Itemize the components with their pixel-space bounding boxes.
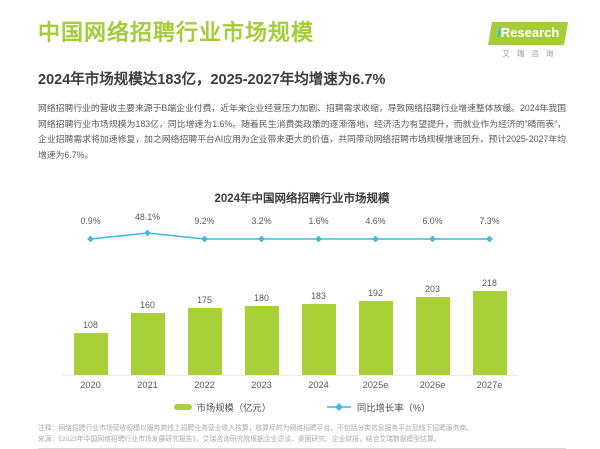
bar-series-swatch-icon: [173, 403, 192, 410]
growth-label-row: 0.9% 48.1% 9.2% 3.2% 1.6% 4.6% 6.0% 7.3%: [62, 212, 518, 226]
page-title: 中国网络招聘行业市场规模: [38, 20, 315, 45]
x-axis-row: 2020 2021 2022 2023 2024 2025e 2026e 2027e: [62, 374, 518, 390]
bar-column-2026e: 203: [404, 284, 461, 375]
bar-column-2027e: 218: [461, 278, 518, 375]
bar-value-label-2024: 183: [311, 290, 326, 301]
legend-item-growth-rate: 同比增长率（%）: [326, 400, 430, 414]
bar-column-2020: 108: [62, 320, 119, 375]
growth-line-svg: [87, 229, 493, 243]
bar-2023: [244, 305, 279, 375]
growth-line-strip: [62, 227, 518, 247]
bar-2021: [130, 312, 165, 375]
line-series-swatch-icon: [327, 402, 352, 411]
growth-label-2020: 0.9%: [80, 215, 101, 226]
growth-label-2023: 3.2%: [251, 215, 272, 226]
growth-label-2022: 9.2%: [194, 215, 215, 226]
x-axis-label-2022: 2022: [194, 379, 215, 390]
iresearch-logo-text: iResearch: [497, 25, 559, 40]
footnotes: 注释：网络招聘行业市场营收规模以服务商线上招聘业务营业收入核算，核算标的为网络招…: [38, 423, 566, 449]
x-axis-label-2024: 2024: [308, 379, 329, 390]
chart-title: 2024年中国网络招聘行业市场规模: [214, 192, 390, 205]
legend-label-growth-rate: 同比增长率（%）: [357, 402, 431, 413]
bar-value-label-2025e: 192: [368, 287, 383, 298]
note-line: 注释：网络招聘行业市场营收规模以服务商线上招聘业务营业收入核算，核算标的为网络招…: [38, 424, 473, 432]
bar-value-label-2021: 160: [140, 299, 155, 310]
growth-point-2025e: [372, 235, 379, 243]
bar-column-2022: 175: [176, 295, 233, 375]
x-axis-label-2025e: 2025e: [362, 379, 389, 390]
bar-2027e: [472, 290, 507, 375]
bar-column-2024: 183: [290, 291, 347, 375]
iresearch-logo-mark: iResearch: [487, 22, 569, 45]
bar-2020: [73, 332, 108, 375]
bar-value-label-2020: 108: [83, 319, 98, 330]
bar-value-label-2026e: 203: [425, 283, 440, 294]
x-axis-label-2026e: 2026e: [419, 379, 446, 390]
growth-point-2024: [315, 235, 322, 243]
growth-label-2027e: 7.3%: [479, 215, 500, 226]
x-axis-label-2027e: 2027e: [476, 379, 503, 390]
iresearch-logo-chinese: 艾瑞咨询: [502, 49, 561, 58]
growth-line-path: [90, 231, 490, 240]
growth-label-2024: 1.6%: [308, 215, 329, 226]
logo-research-text: Research: [500, 25, 560, 40]
header: 中国网络招聘行业市场规模 iResearch 艾瑞咨询: [38, 20, 569, 59]
bar-2024: [301, 303, 336, 375]
chart-legend: 市场规模（亿元） 同比增长率（%）: [38, 400, 566, 414]
legend-item-market-size: 市场规模（亿元）: [173, 400, 272, 414]
growth-label-2025e: 4.6%: [365, 215, 386, 226]
page-subtitle: 2024年市场规模达183亿，2025-2027年均增速为6.7%: [38, 72, 386, 88]
growth-label-2026e: 6.0%: [422, 215, 443, 226]
legend-label-market-size: 市场规模（亿元）: [196, 402, 272, 413]
chart-plot: 0.9% 48.1% 9.2% 3.2% 1.6% 4.6% 6.0% 7.3% 108 160…: [62, 212, 518, 390]
growth-point-2026e: [429, 235, 436, 243]
bars-row: 108 160 175 180 183 192 203 218: [62, 275, 518, 375]
growth-point-2027e: [486, 235, 493, 243]
growth-point-2021: [144, 229, 151, 237]
iresearch-logo: iResearch 艾瑞咨询: [487, 22, 569, 59]
growth-point-2023: [258, 235, 265, 243]
growth-point-2020: [87, 235, 94, 243]
bar-column-2021: 160: [119, 300, 176, 375]
bar-column-2023: 180: [233, 293, 290, 375]
body-paragraph: 网络招聘行业的营收主要来源于B端企业付费，近年来企业经营压力加剧、招聘需求收缩，…: [38, 103, 566, 160]
bar-2026e: [415, 296, 450, 375]
x-axis-label-2023: 2023: [251, 379, 272, 390]
bar-2025e: [358, 300, 393, 375]
x-axis-label-2021: 2021: [137, 379, 158, 390]
growth-point-2022: [201, 235, 208, 243]
growth-label-2021: 48.1%: [135, 211, 160, 222]
x-axis-label-2020: 2020: [80, 379, 101, 390]
source-line: 来源：《2023年中国网络招聘行业市场发展研究报告》，艾瑞咨询研究院根据企业访谈…: [38, 435, 441, 443]
bar-value-label-2022: 175: [197, 294, 212, 305]
bar-column-2025e: 192: [347, 288, 404, 375]
bar-value-label-2023: 180: [254, 292, 269, 303]
bar-2022: [187, 307, 222, 375]
bar-value-label-2027e: 218: [482, 277, 497, 288]
